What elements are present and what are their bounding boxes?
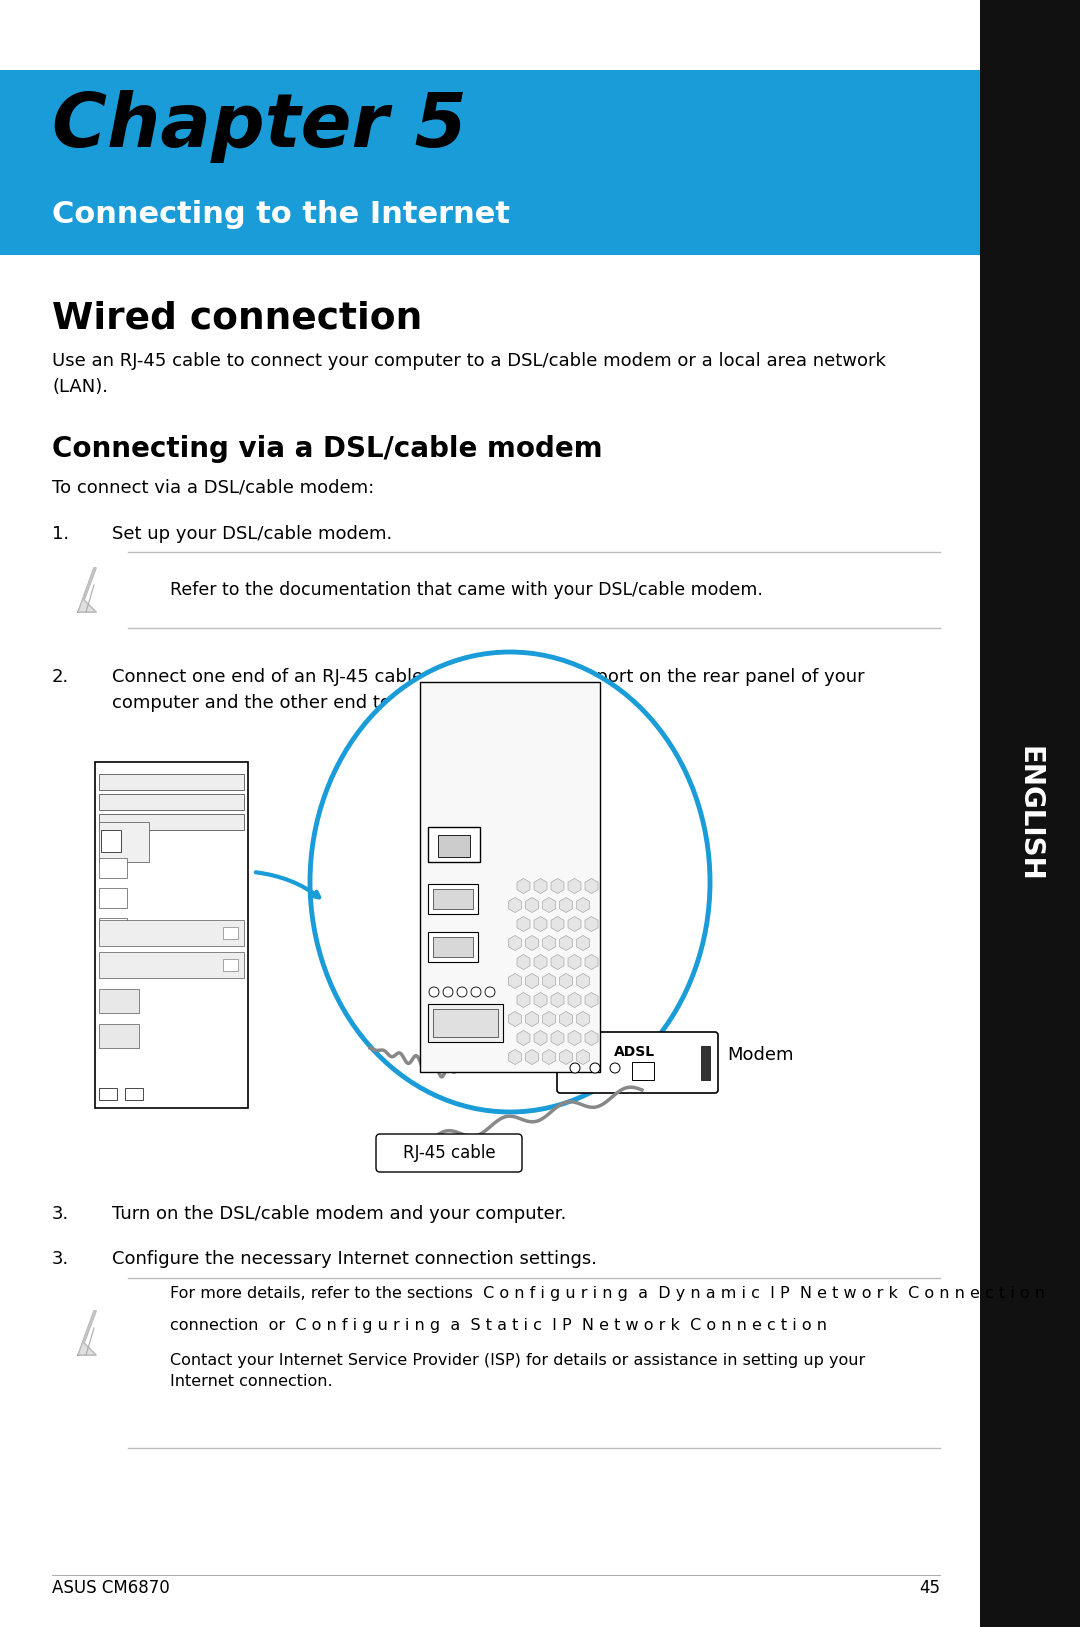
Text: 3.: 3. <box>52 1206 69 1224</box>
Bar <box>433 888 473 909</box>
Circle shape <box>471 988 481 997</box>
Text: Configure the necessary Internet connection settings.: Configure the necessary Internet connect… <box>112 1250 597 1267</box>
Text: Turn on the DSL/cable modem and your computer.: Turn on the DSL/cable modem and your com… <box>112 1206 566 1224</box>
Circle shape <box>457 988 467 997</box>
Bar <box>428 883 478 914</box>
Bar <box>95 761 248 1108</box>
Bar <box>980 0 1080 1627</box>
Polygon shape <box>78 1311 96 1355</box>
Bar <box>99 888 127 908</box>
Text: RJ-45 cable: RJ-45 cable <box>403 1144 496 1162</box>
Bar <box>99 814 244 830</box>
Text: For more details, refer to the sections  C o n f i g u r i n g  a  D y n a m i c: For more details, refer to the sections … <box>170 1285 1045 1302</box>
Bar <box>428 932 478 962</box>
Text: Contact your Internet Service Provider (ISP) for details or assistance in settin: Contact your Internet Service Provider (… <box>170 1354 865 1389</box>
Text: Use an RJ-45 cable to connect your computer to a DSL/cable modem or a local area: Use an RJ-45 cable to connect your compu… <box>52 351 886 397</box>
Text: Connect one end of an RJ-45 cable to the LAN (RJ-45) port on the rear panel of y: Connect one end of an RJ-45 cable to the… <box>112 669 865 713</box>
Text: Connecting via a DSL/cable modem: Connecting via a DSL/cable modem <box>52 434 603 464</box>
Bar <box>102 830 121 853</box>
Bar <box>99 952 244 978</box>
Bar <box>428 827 480 862</box>
Text: ENGLISH: ENGLISH <box>1016 747 1044 882</box>
Bar <box>99 1088 117 1100</box>
Bar <box>632 1062 654 1080</box>
Text: ADSL: ADSL <box>615 1045 656 1059</box>
Text: 45: 45 <box>919 1578 940 1598</box>
Bar <box>0 70 980 255</box>
Text: 2.: 2. <box>52 669 69 687</box>
Bar <box>99 822 149 862</box>
Text: ASUS CM6870: ASUS CM6870 <box>52 1578 170 1598</box>
Bar <box>99 989 139 1014</box>
Bar <box>99 918 127 939</box>
Bar <box>438 835 470 857</box>
Circle shape <box>610 1062 620 1072</box>
Text: 3.: 3. <box>52 1250 69 1267</box>
Bar <box>433 1009 498 1036</box>
Bar <box>125 1088 143 1100</box>
Text: connection  or  C o n f i g u r i n g  a  S t a t i c  I P  N e t w o r k  C o n: connection or C o n f i g u r i n g a S … <box>170 1318 827 1333</box>
Bar <box>420 682 600 1072</box>
Circle shape <box>485 988 495 997</box>
Circle shape <box>429 988 438 997</box>
Text: Refer to the documentation that came with your DSL/cable modem.: Refer to the documentation that came wit… <box>170 581 762 599</box>
Bar <box>701 1046 710 1080</box>
Bar <box>99 1023 139 1048</box>
Text: Modem: Modem <box>727 1046 794 1064</box>
Polygon shape <box>78 568 96 612</box>
Text: Connecting to the Internet: Connecting to the Internet <box>52 200 510 229</box>
Bar <box>433 937 473 957</box>
Text: 1.: 1. <box>52 526 69 543</box>
Bar <box>99 794 244 810</box>
Bar <box>99 774 244 791</box>
Bar <box>222 958 238 971</box>
Text: Wired connection: Wired connection <box>52 299 422 337</box>
Bar <box>99 919 244 945</box>
Text: Set up your DSL/cable modem.: Set up your DSL/cable modem. <box>112 526 392 543</box>
Circle shape <box>443 988 453 997</box>
Ellipse shape <box>310 652 710 1111</box>
Bar <box>222 927 238 939</box>
Bar <box>99 857 127 879</box>
Text: Chapter 5: Chapter 5 <box>52 89 467 163</box>
FancyBboxPatch shape <box>376 1134 522 1171</box>
FancyBboxPatch shape <box>557 1032 718 1093</box>
Text: To connect via a DSL/cable modem:: To connect via a DSL/cable modem: <box>52 478 375 496</box>
Circle shape <box>590 1062 600 1072</box>
Bar <box>428 1004 503 1041</box>
Circle shape <box>570 1062 580 1072</box>
